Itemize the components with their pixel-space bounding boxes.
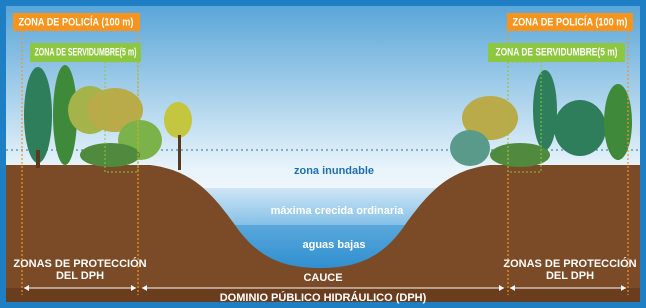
easement-zone-label: ZONA DE SERVIDUMBRE(5 m) [35, 46, 137, 58]
police-zone-label: ZONA DE POLICÍA (100 m) [513, 15, 628, 28]
protection-zone-label: DEL DPH [546, 270, 594, 282]
flood-zone-label: zona inundable [294, 165, 374, 177]
page: ZONA DE POLICÍA (100 m) ZONA DE SERVIDUM… [0, 0, 646, 308]
public-domain-label: DOMINIO PÚBLICO HIDRÁULICO (DPH) [220, 291, 427, 304]
police-zone-label: ZONA DE POLICÍA (100 m) [19, 15, 134, 28]
channel-label: CAUCE [303, 272, 342, 284]
low-water-label: aguas bajas [303, 239, 366, 251]
protection-zone-label: ZONAS DE PROTECCIÓN [503, 257, 636, 270]
max-flood-label: máxima crecida ordinaria [271, 205, 405, 217]
easement-zone-label: ZONA DE SERVIDUMBRE(5 m) [496, 46, 618, 58]
protection-zone-label: DEL DPH [56, 270, 104, 282]
diagram: ZONA DE POLICÍA (100 m) ZONA DE SERVIDUM… [0, 0, 646, 308]
protection-zone-label: ZONAS DE PROTECCIÓN [13, 257, 146, 270]
